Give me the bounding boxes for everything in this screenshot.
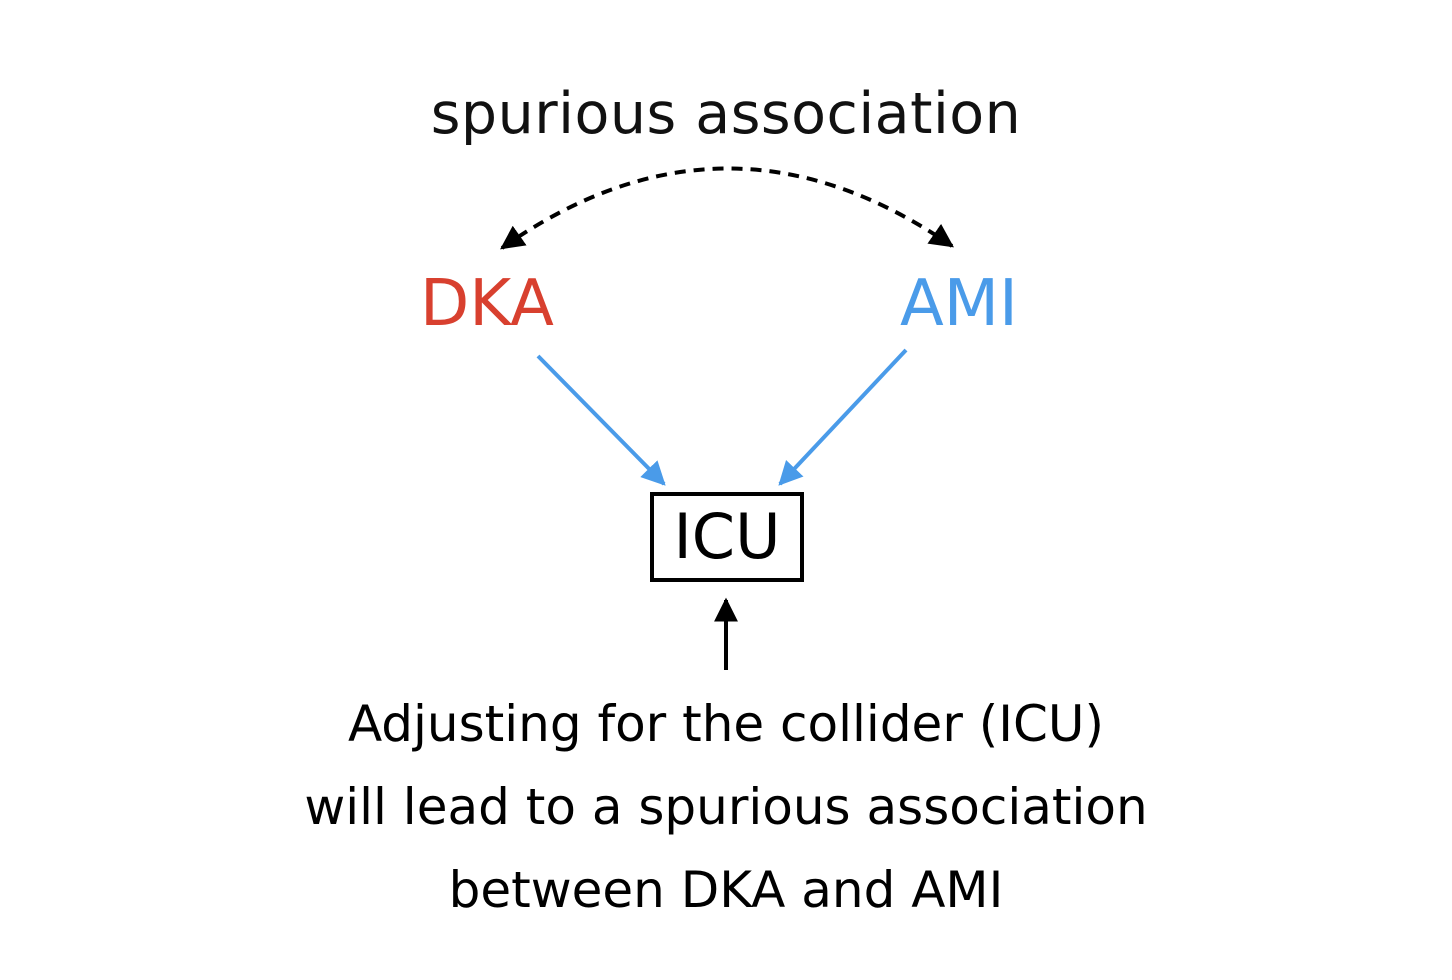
dka-to-icu-arrow bbox=[536, 354, 666, 486]
spurious-association-label: spurious association bbox=[430, 81, 1022, 147]
dka-node: DKA bbox=[420, 267, 554, 341]
ami-node: AMI bbox=[900, 267, 1018, 341]
spurious-association-arrow bbox=[500, 166, 954, 250]
caption: Adjusting for the collider (ICU) will le… bbox=[0, 690, 1452, 939]
caption-line-2: will lead to a spurious association bbox=[304, 778, 1148, 836]
caption-line-1: Adjusting for the collider (ICU) bbox=[347, 695, 1105, 753]
ami-to-icu-arrow bbox=[778, 348, 908, 486]
icu-node: ICU bbox=[650, 492, 804, 582]
icu-node-label: ICU bbox=[673, 500, 781, 573]
caption-line-3: between DKA and AMI bbox=[448, 861, 1004, 919]
